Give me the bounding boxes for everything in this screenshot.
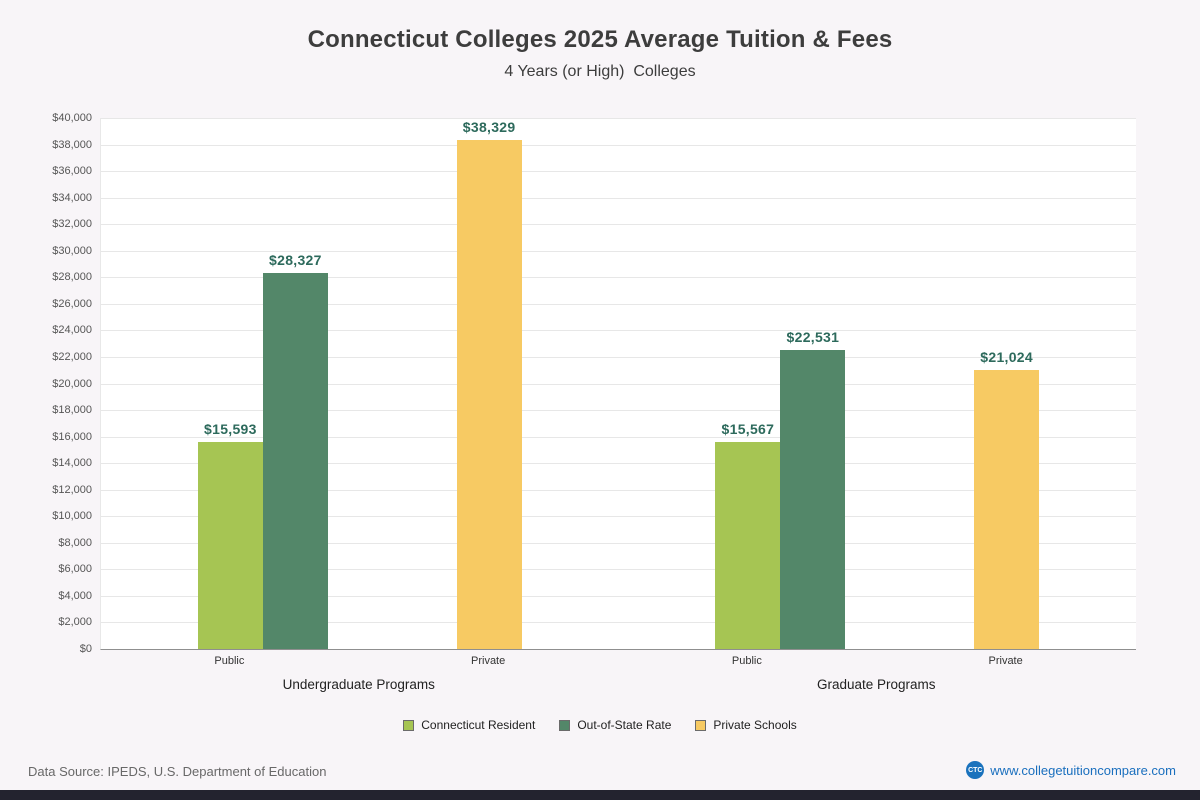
site-link[interactable]: CTC www.collegetuitioncompare.com <box>966 761 1176 779</box>
y-tick-label: $28,000 <box>52 271 92 284</box>
gridline <box>101 277 1136 279</box>
legend-label: Out-of-State Rate <box>577 718 672 732</box>
gridline <box>101 330 1136 332</box>
legend-item-private-schools[interactable]: Private Schools <box>695 718 797 732</box>
ctc-logo-icon: CTC <box>966 761 985 779</box>
y-tick-label: $34,000 <box>52 191 92 204</box>
legend-label: Private Schools <box>713 718 797 732</box>
plot-area: $15,593 $28,327 $38,329 $15,567 $22,531 $21,0… <box>100 118 1136 650</box>
y-tick-label: $0 <box>79 643 92 655</box>
legend-label: Connecticut Resident <box>421 718 536 732</box>
bar-value-label: $15,567 <box>721 421 775 438</box>
y-tick-label: $38,000 <box>52 138 92 151</box>
gridline <box>101 144 1136 146</box>
y-tick-label: $2,000 <box>58 616 92 629</box>
y-tick-label: $6,000 <box>58 563 92 576</box>
y-tick-label: $24,000 <box>52 324 92 337</box>
x-axis-group-label: Undergraduate Programs <box>282 677 435 692</box>
y-tick-label: $30,000 <box>52 244 92 257</box>
bottom-bar <box>0 790 1200 800</box>
x-tick-label: Private <box>471 655 506 667</box>
y-tick-label: $20,000 <box>52 377 92 390</box>
x-axis-group-label: Graduate Programs <box>816 677 936 692</box>
bar-value-label: $15,593 <box>204 421 257 437</box>
gridline <box>101 118 1136 119</box>
y-tick-label: $18,000 <box>52 404 92 417</box>
y-tick-label: $4,000 <box>58 589 92 602</box>
bar-value-label: $28,327 <box>269 251 322 268</box>
y-tick-label: $16,000 <box>52 430 92 443</box>
bar-value-label: $38,329 <box>462 119 516 136</box>
gridline <box>101 463 1136 465</box>
chart-subtitle: 4 Years (or High) Colleges <box>504 63 696 80</box>
gridline <box>101 436 1136 438</box>
chart-title: Connecticut Colleges 2025 Average Tuitio… <box>307 26 893 53</box>
site-url-text: www.collegetuitioncompare.com <box>990 762 1176 778</box>
y-tick-label: $12,000 <box>52 483 92 496</box>
legend-item-out-of-state-rate[interactable]: Out-of-State Rate <box>559 718 671 732</box>
legend-swatch-icon <box>695 719 707 731</box>
bar-connecticut-resident[interactable] <box>715 442 781 649</box>
bar-value-label: $21,024 <box>980 348 1033 365</box>
gridline <box>101 622 1136 624</box>
gridline <box>101 489 1136 491</box>
y-tick-label: $8,000 <box>58 536 92 549</box>
gridline <box>101 383 1136 385</box>
gridline <box>101 224 1136 226</box>
gridline <box>101 303 1136 305</box>
x-tick-label: Public <box>731 655 762 667</box>
gridline <box>101 569 1136 571</box>
gridline <box>101 516 1136 518</box>
gridline <box>101 356 1136 358</box>
y-tick-label: $22,000 <box>52 350 92 363</box>
bar-private-schools[interactable] <box>456 140 522 649</box>
bar-value-label: $22,531 <box>786 328 840 345</box>
legend-swatch-icon <box>403 719 415 731</box>
legend-item-connecticut-resident[interactable]: Connecticut Resident <box>403 718 535 732</box>
gridline <box>101 197 1136 199</box>
gridline <box>101 171 1136 173</box>
gridline <box>101 250 1136 252</box>
gridline <box>101 410 1136 412</box>
legend: Connecticut Resident Out-of-State Rate Pri… <box>0 718 1200 732</box>
y-tick-label: $40,000 <box>52 112 92 124</box>
bar-out-of-state-rate[interactable] <box>262 272 328 649</box>
y-tick-label: $26,000 <box>52 297 92 310</box>
y-tick-label: $32,000 <box>52 218 92 231</box>
y-tick-label: $14,000 <box>52 457 92 470</box>
y-tick-label: $10,000 <box>52 510 92 523</box>
gridline <box>101 595 1136 597</box>
x-tick-label: Private <box>988 655 1023 667</box>
y-tick-label: $36,000 <box>52 165 92 178</box>
gridline <box>101 542 1136 544</box>
x-tick-label: Public <box>214 655 245 667</box>
bar-connecticut-resident[interactable] <box>197 442 263 649</box>
bar-out-of-state-rate[interactable] <box>780 349 846 649</box>
legend-swatch-icon <box>559 719 571 731</box>
data-source-text: Data Source: IPEDS, U.S. Department of E… <box>28 764 327 779</box>
bar-private-schools[interactable] <box>974 369 1040 649</box>
